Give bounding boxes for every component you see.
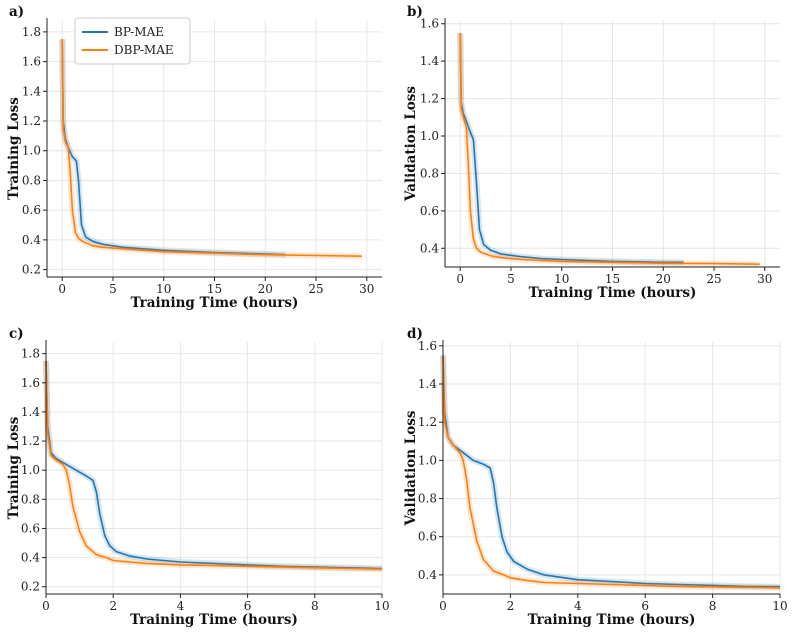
y-tick-label: 0.8 (420, 166, 439, 180)
y-tick-label: 1.8 (21, 347, 40, 361)
chart-panel-3: 0 2 4 6 8 10 0.2 0.4 0.6 0.8 1.0 1.2 1.4 1.6 1.8 Traini… (6, 326, 390, 628)
y-tick-label: 1.4 (22, 84, 41, 98)
y-tick-label: 1.6 (21, 376, 40, 390)
y-tick-label: 1.2 (22, 114, 41, 128)
y-tick-label: 0.8 (22, 173, 41, 187)
series-band-bp-mae (43, 360, 383, 572)
x-tick-label: 10 (374, 599, 389, 613)
series-line-bp-mae (442, 355, 781, 588)
y-tick-label: 1.4 (21, 405, 40, 419)
x-tick-label: 6 (244, 599, 252, 613)
legend-box (74, 17, 191, 65)
legend-label-bp-mae: BP-MAE (114, 25, 164, 39)
y-tick-label: 1.6 (418, 339, 437, 353)
panel-label: d) (407, 326, 423, 342)
x-tick-label: 20 (258, 282, 273, 296)
x-tick-label: 0 (456, 272, 464, 286)
chart-panel-1: 0 5 10 15 20 25 30 0.2 0.4 0.6 0.8 1.0 1.2 1.4 1.6 1.8 T… (6, 4, 382, 311)
y-tick-label: 1.4 (418, 377, 437, 391)
series-band-dbp-mae (59, 39, 362, 260)
y-tick-label: 1.0 (418, 453, 437, 467)
x-axis-label: Training Time (hours) (130, 612, 298, 628)
x-axis-label: Training Time (hours) (529, 285, 697, 301)
x-tick-label: 0 (58, 282, 66, 296)
y-axis-label: Training Loss (6, 97, 22, 200)
series-band-bp-mae (440, 355, 781, 590)
y-tick-label: 1.8 (22, 25, 41, 39)
y-tick-label: 0.6 (22, 203, 41, 217)
series-line-dbp-mae (45, 360, 383, 570)
y-tick-label: 1.6 (22, 55, 41, 69)
y-tick-label: 0.8 (418, 492, 437, 506)
y-tick-label: 0.2 (22, 263, 41, 277)
legend-label-dbp-mae: DBP-MAE (114, 43, 174, 57)
y-tick-label: 1.4 (420, 54, 439, 68)
y-axis-label: Validation Loss (403, 410, 419, 526)
series-band-bp-mae (457, 33, 684, 266)
y-tick-label: 0.6 (418, 530, 437, 544)
x-tick-label: 10 (772, 599, 787, 613)
panel-label: c) (9, 326, 24, 342)
y-tick-label: 0.6 (420, 204, 439, 218)
x-axis-label: Training Time (hours) (528, 612, 696, 628)
x-tick-label: 5 (109, 282, 117, 296)
x-tick-label: 20 (656, 272, 671, 286)
series-line-dbp-mae (459, 33, 760, 265)
series-line-dbp-mae (442, 355, 781, 589)
y-axis-label: Training Loss (6, 416, 22, 519)
y-tick-label: 0.4 (21, 551, 40, 565)
x-tick-label: 2 (109, 599, 117, 613)
legend: BP-MAE DBP-MAE (74, 17, 191, 65)
x-tick-label: 4 (574, 599, 582, 613)
x-tick-label: 25 (706, 272, 721, 286)
y-tick-label: 1.2 (21, 434, 40, 448)
x-tick-label: 0 (42, 599, 50, 613)
y-tick-label: 0.2 (21, 580, 40, 594)
series-line-bp-mae (459, 33, 684, 264)
x-axis-label: Training Time (hours) (131, 295, 299, 311)
y-tick-label: 0.4 (22, 233, 41, 247)
x-tick-label: 0 (439, 599, 447, 613)
y-tick-label: 1.6 (420, 17, 439, 31)
series-band-bp-mae (59, 39, 286, 258)
x-tick-label: 25 (308, 282, 323, 296)
x-tick-label: 2 (507, 599, 515, 613)
x-tick-label: 30 (359, 282, 374, 296)
x-tick-label: 8 (311, 599, 319, 613)
y-tick-label: 1.2 (420, 92, 439, 106)
y-tick-label: 1.2 (418, 415, 437, 429)
x-tick-label: 8 (709, 599, 717, 613)
x-tick-label: 15 (207, 282, 222, 296)
y-axis-label: Validation Loss (403, 86, 419, 202)
y-tick-label: 0.4 (418, 568, 437, 582)
chart-panel-2: 0 5 10 15 20 25 30 0.4 0.6 0.8 1.0 1.2 1.4 1.6 Trainin… (403, 4, 780, 301)
series-line-bp-mae (45, 360, 383, 570)
x-tick-label: 6 (641, 599, 649, 613)
x-tick-label: 10 (554, 272, 569, 286)
y-tick-label: 0.4 (420, 241, 439, 255)
series-band-dbp-mae (43, 360, 383, 573)
y-tick-label: 0.8 (21, 492, 40, 506)
x-tick-label: 30 (757, 272, 772, 286)
y-tick-label: 1.0 (22, 144, 41, 158)
x-tick-label: 5 (507, 272, 515, 286)
series-band-dbp-mae (457, 33, 760, 268)
panel-label: a) (9, 4, 24, 20)
series-line-bp-mae (61, 39, 286, 256)
chart-panel-4: 0 2 4 6 8 10 0.4 0.6 0.8 1.0 1.2 1.4 1.6 Training Tim… (403, 326, 788, 628)
y-tick-label: 0.6 (21, 521, 40, 535)
y-tick-label: 1.0 (420, 129, 439, 143)
panel-label: b) (407, 4, 423, 20)
x-tick-label: 15 (605, 272, 620, 286)
x-tick-label: 4 (177, 599, 185, 613)
x-tick-label: 10 (156, 282, 171, 296)
y-tick-label: 1.0 (21, 463, 40, 477)
series-line-dbp-mae (61, 39, 362, 257)
